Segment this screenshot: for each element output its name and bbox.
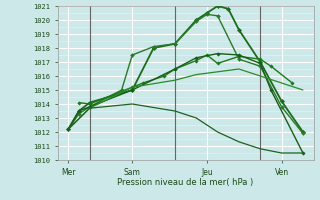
X-axis label: Pression niveau de la mer( hPa ): Pression niveau de la mer( hPa ) <box>117 178 254 187</box>
